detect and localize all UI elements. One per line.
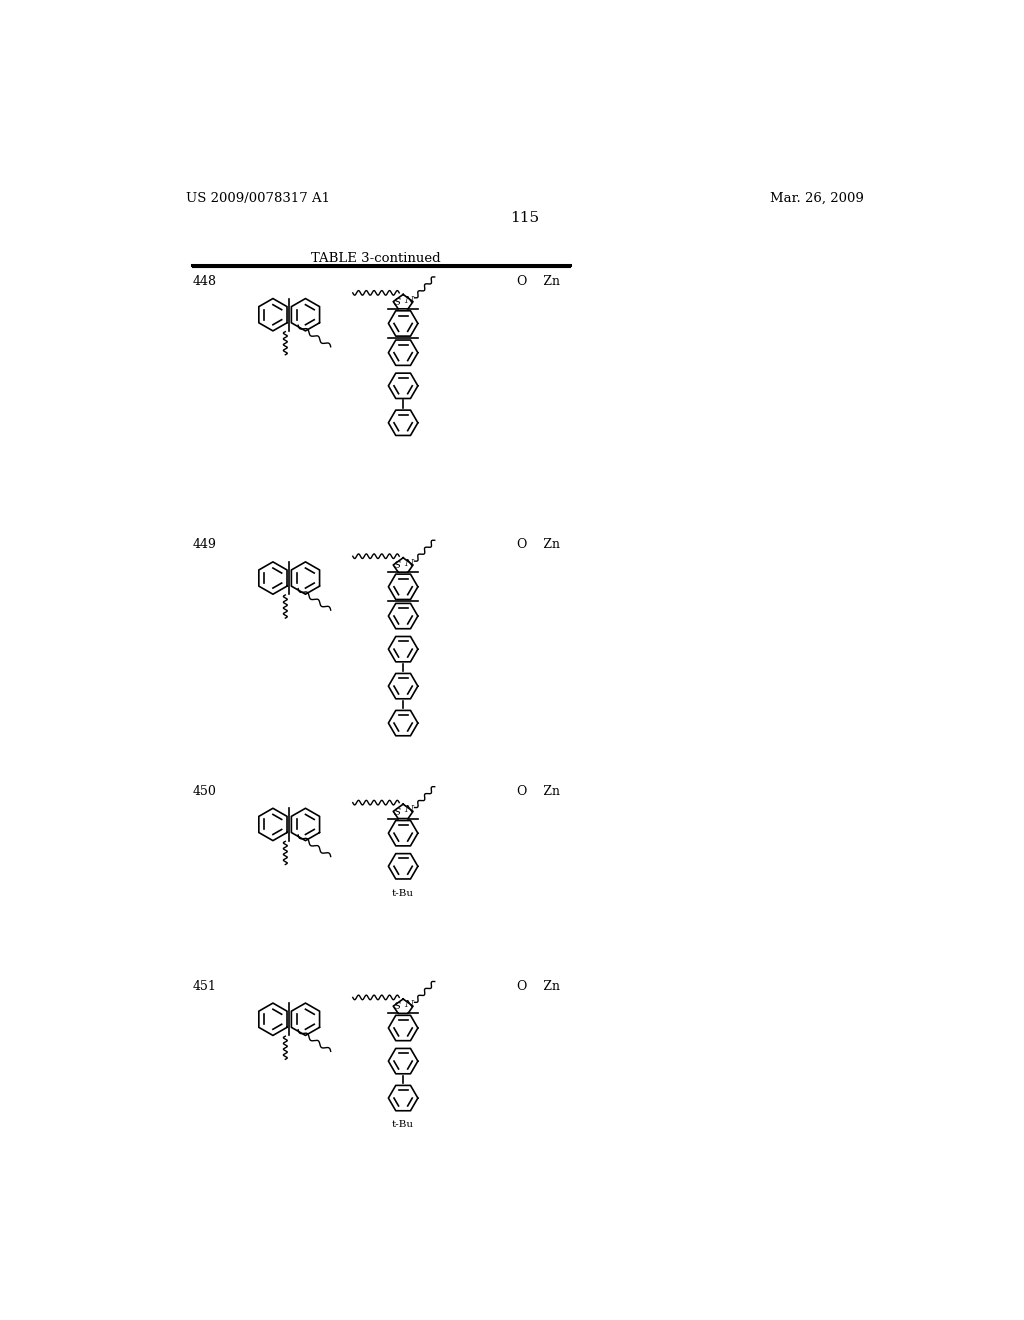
Text: US 2009/0078317 A1: US 2009/0078317 A1 [186,191,330,205]
Text: O    Zn: O Zn [517,979,560,993]
Text: Mar. 26, 2009: Mar. 26, 2009 [770,191,864,205]
Text: 115: 115 [510,211,540,224]
Text: O    Zn: O Zn [517,539,560,552]
Text: S: S [394,1002,401,1011]
Text: N: N [404,296,413,305]
Text: 451: 451 [194,979,217,993]
Text: N: N [404,558,413,568]
Text: S: S [394,561,401,570]
Text: O    Zn: O Zn [517,275,560,288]
Text: S: S [394,808,401,817]
Text: N: N [404,1001,413,1008]
Text: O    Zn: O Zn [517,785,560,797]
Text: S: S [394,298,401,306]
Text: 450: 450 [194,785,217,797]
Text: TABLE 3-continued: TABLE 3-continued [311,252,440,265]
Text: t-Bu: t-Bu [392,1121,414,1130]
Text: 449: 449 [194,539,217,552]
Text: t-Bu: t-Bu [392,888,414,898]
Text: 448: 448 [194,275,217,288]
Text: N: N [404,805,413,814]
